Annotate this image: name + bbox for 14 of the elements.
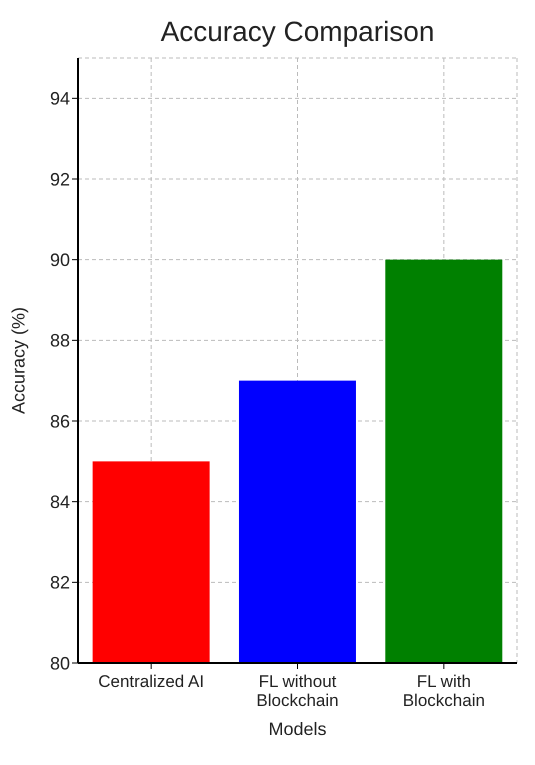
x-tick-label: Centralized AI: [98, 672, 204, 691]
y-axis-title: Accuracy (%): [8, 306, 28, 414]
y-tick-label: 84: [50, 492, 70, 512]
y-tick-label: 86: [50, 411, 70, 432]
y-tick-label: 90: [50, 250, 70, 270]
y-tick-label: 82: [50, 572, 70, 593]
x-axis-title: Models: [268, 719, 327, 739]
y-tick-label: 94: [50, 88, 70, 109]
y-tick-label: 88: [50, 330, 70, 351]
y-tick-label: 80: [50, 653, 70, 674]
chart-title: Accuracy Comparison: [160, 16, 436, 48]
x-tick-label: FL with Blockchain: [402, 672, 485, 710]
x-tick-label: FL without Blockchain: [256, 672, 339, 710]
y-tick-label: 92: [50, 169, 70, 190]
